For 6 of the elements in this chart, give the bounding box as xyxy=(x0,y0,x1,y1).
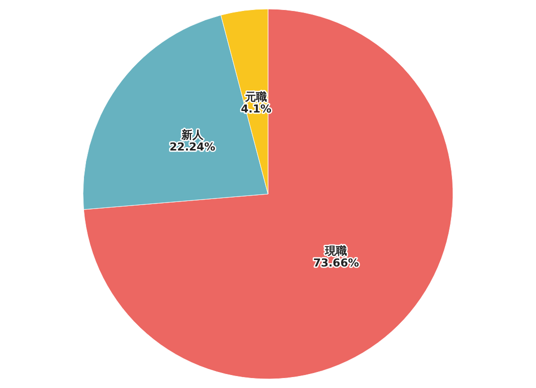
slice-label: 現職 xyxy=(324,244,348,258)
slice-label: 元職 xyxy=(244,90,268,104)
pie-slice xyxy=(83,8,454,379)
data-label: 73.66% xyxy=(313,256,360,270)
data-label: 22.24% xyxy=(170,140,216,154)
slice-label: 新人 xyxy=(180,128,204,142)
